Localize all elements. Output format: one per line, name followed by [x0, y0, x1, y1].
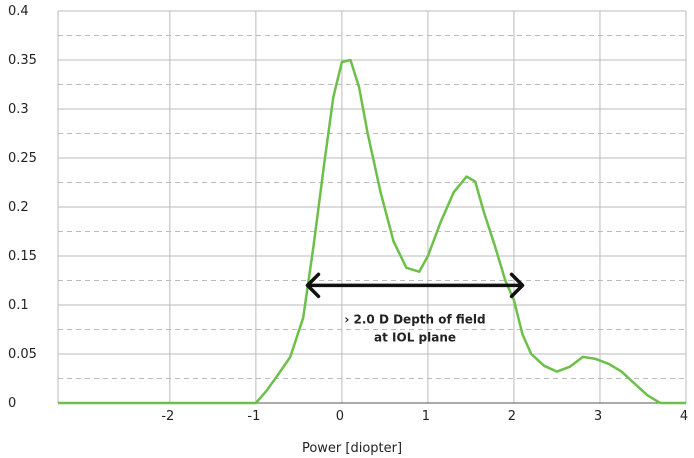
- annotation-line-1: › 2.0 D Depth of field: [344, 312, 485, 326]
- x-tick-label: 0: [336, 409, 344, 424]
- y-tick-label: 0.3: [8, 102, 29, 117]
- y-tick-label: 0.2: [8, 200, 29, 215]
- grid: [57, 10, 687, 404]
- y-tick-label: 0.4: [8, 4, 29, 19]
- x-axis-title: Power [diopter]: [302, 441, 402, 456]
- y-tick-label: 0.1: [8, 298, 29, 313]
- y-tick-label: 0.05: [8, 347, 37, 362]
- x-tick-label: 3: [594, 409, 602, 424]
- y-tick-label: 0.35: [8, 53, 37, 68]
- x-tick-label: -2: [161, 409, 174, 424]
- x-axis-tick-labels: -2 -1 0 1 2 3 4: [161, 409, 688, 424]
- y-tick-label: 0.25: [8, 151, 37, 166]
- x-tick-label: 2: [508, 409, 516, 424]
- y-tick-label: 0: [8, 396, 16, 411]
- arrow-head-right: [509, 272, 525, 299]
- x-tick-label: 4: [680, 409, 688, 424]
- annotation-line-2: at IOL plane: [374, 330, 456, 344]
- y-axis-tick-labels: 0 0.05 0.1 0.15 0.2 0.25 0.3 0.35 0.4: [8, 4, 37, 411]
- x-tick-label: -1: [247, 409, 260, 424]
- depth-of-field-annotation: › 2.0 D Depth of field at IOL plane: [305, 272, 525, 344]
- defocus-curve-line: [58, 58, 686, 405]
- y-tick-label: 0.15: [8, 249, 37, 264]
- series-layer: [58, 58, 686, 405]
- x-tick-label: 1: [422, 409, 430, 424]
- arrow-head-left: [305, 272, 321, 299]
